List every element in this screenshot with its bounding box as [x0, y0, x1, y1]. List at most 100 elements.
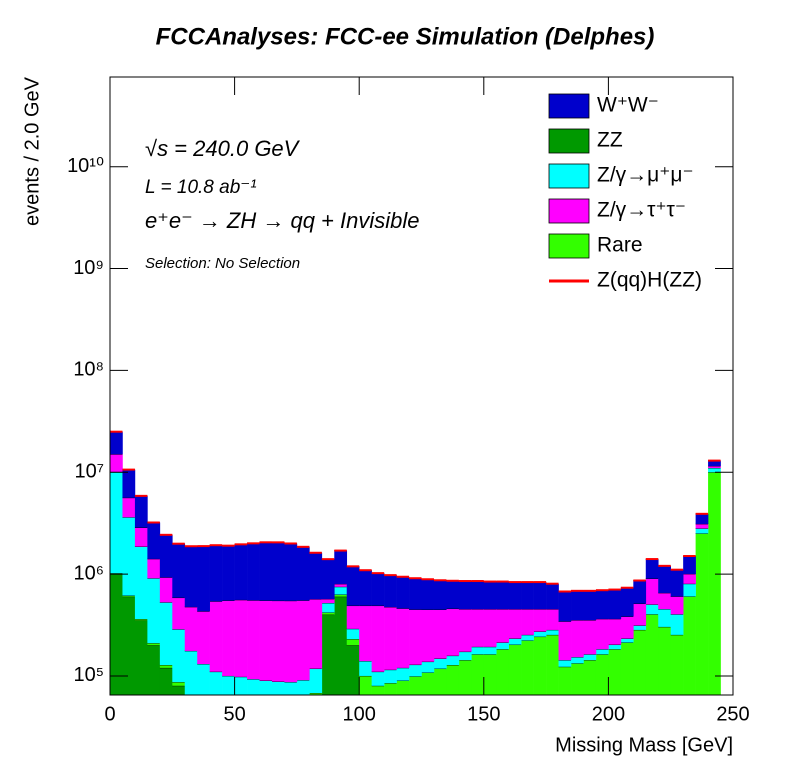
hist-bin: [571, 657, 584, 664]
hist-bin: [147, 558, 161, 579]
hist-bin: [496, 581, 510, 610]
hist-bin: [359, 605, 372, 662]
hist-bin: [359, 570, 372, 606]
hist-bin: [346, 605, 360, 629]
hist-bin: [571, 620, 584, 658]
x-tick-label: 0: [104, 703, 115, 725]
hist-bin: [658, 626, 671, 695]
hist-bin: [271, 542, 285, 601]
hist-bin: [583, 620, 597, 655]
legend-label: W⁺W⁻: [597, 94, 659, 117]
hist-bin: [172, 685, 186, 695]
hist-bin: [321, 612, 335, 615]
hist-bin: [122, 497, 136, 518]
hist-bin: [122, 595, 136, 597]
x-axis-title: Missing Mass [GeV]: [555, 734, 733, 756]
hist-bin: [608, 649, 622, 695]
hist-bin: [508, 582, 522, 610]
hist-bin: [521, 609, 534, 635]
legend-swatch: [548, 128, 590, 154]
hist-bin: [259, 542, 273, 601]
hist-bin: [371, 605, 385, 672]
hist-bin: [296, 680, 310, 695]
annotation: e⁺e⁻ → ZH → qq + Invisible: [145, 208, 420, 233]
hist-bin: [309, 693, 323, 695]
hist-bin: [209, 671, 223, 695]
hist-bin: [546, 634, 559, 695]
hist-bin: [409, 578, 422, 610]
hist-bin: [521, 634, 534, 641]
hist-bin: [620, 638, 634, 643]
hist-bin: [496, 642, 510, 650]
hist-bin: [558, 621, 572, 661]
hist-bin: [533, 631, 547, 637]
hist-bin: [595, 654, 609, 695]
hist-bin: [122, 596, 136, 695]
hist-bin: [508, 638, 522, 645]
hist-bin: [384, 669, 397, 684]
hist-bin: [147, 643, 161, 646]
hist-bin: [683, 573, 696, 584]
hist-bin: [159, 602, 173, 666]
hist-bin: [259, 600, 273, 681]
hist-bin: [658, 609, 671, 627]
annotation: √s = 240.0 GeV: [145, 136, 301, 161]
hist-bin: [334, 550, 348, 584]
hist-bin: [334, 594, 348, 597]
hist-bin: [184, 606, 198, 651]
hist-bin: [645, 614, 659, 695]
x-tick-label: 150: [467, 703, 500, 725]
hist-bin: [309, 599, 323, 669]
hist-bin: [334, 583, 348, 587]
hist-bin: [284, 682, 298, 695]
hist-bin: [184, 650, 198, 695]
legend-label: ZZ: [597, 129, 623, 152]
hist-bin: [645, 578, 659, 605]
x-tick-label: 200: [592, 703, 625, 725]
hist-bin: [321, 603, 335, 613]
hist-bin: [458, 609, 472, 652]
hist-bin: [483, 654, 497, 695]
hist-bin: [483, 646, 497, 655]
hist-bin: [521, 582, 534, 610]
hist-bin: [558, 591, 572, 622]
hist-bin: [409, 609, 422, 665]
hist-bin: [533, 609, 547, 632]
hist-bin: [247, 600, 260, 680]
hist-bin: [222, 545, 235, 601]
hist-bin: [708, 467, 721, 473]
hist-bin: [346, 566, 360, 606]
hist-bin: [396, 680, 410, 695]
hist-bin: [284, 543, 298, 601]
hist-bin: [695, 528, 709, 534]
hist-bin: [172, 543, 186, 598]
hist-bin: [147, 645, 161, 695]
hist-bin: [583, 654, 597, 661]
legend-swatch: [548, 233, 590, 259]
hist-bin: [396, 667, 410, 681]
hist-bin: [446, 655, 460, 666]
hist-bin: [159, 577, 173, 603]
legend-swatch: [548, 163, 590, 189]
hist-bin: [683, 583, 696, 597]
hist-bin: [421, 672, 435, 695]
hist-bin: [595, 590, 609, 619]
hist-bin: [371, 573, 385, 606]
hist-bin: [247, 679, 260, 695]
hist-bin: [483, 581, 497, 610]
hist-bin: [708, 466, 721, 468]
hist-bin: [496, 649, 510, 695]
hist-bin: [234, 544, 248, 600]
hist-bin: [396, 608, 410, 668]
hist-bin: [122, 517, 136, 596]
hist-bin: [620, 616, 634, 639]
hist-bin: [159, 665, 173, 668]
hist-bin: [371, 671, 385, 686]
hist-bin: [670, 569, 684, 597]
hist-bin: [458, 581, 472, 610]
hist-bin: [670, 634, 684, 695]
y-tick-label: 10⁶: [74, 562, 104, 584]
hist-bin: [384, 575, 397, 608]
hist-bin: [433, 580, 447, 610]
hist-bin: [658, 592, 671, 610]
